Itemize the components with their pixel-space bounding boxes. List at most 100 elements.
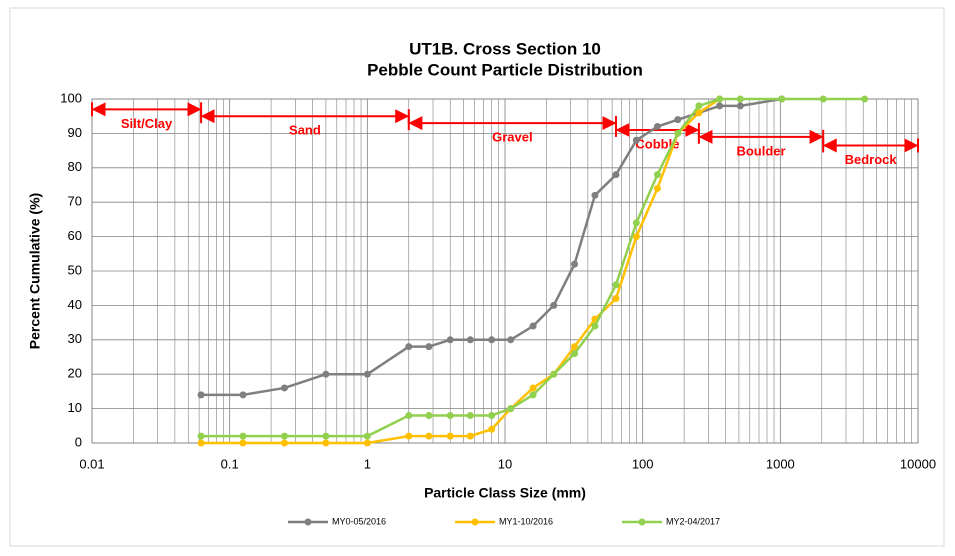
data-point: [488, 336, 496, 344]
data-point: [280, 432, 288, 440]
y-tick-label: 70: [68, 194, 82, 209]
data-point: [571, 350, 579, 358]
data-point: [736, 102, 744, 110]
data-point: [632, 233, 640, 241]
data-point: [322, 432, 330, 440]
data-point: [529, 391, 537, 399]
range-label: Gravel: [492, 130, 532, 145]
range-label: Bedrock: [845, 152, 898, 167]
range-label: Boulder: [736, 143, 785, 158]
data-point: [571, 260, 579, 268]
data-point: [507, 336, 515, 344]
legend-label: MY0-05/2016: [332, 516, 386, 526]
y-tick-label: 30: [68, 331, 82, 346]
data-point: [653, 184, 661, 192]
data-point: [466, 336, 474, 344]
chart-title: UT1B. Cross Section 10: [409, 39, 601, 58]
range-label: Silt/Clay: [121, 116, 173, 131]
data-point: [591, 322, 599, 330]
data-point: [861, 95, 869, 103]
data-point: [280, 384, 288, 392]
data-point: [425, 411, 433, 419]
data-point: [632, 136, 640, 144]
legend-marker: [471, 518, 479, 526]
data-point: [466, 411, 474, 419]
data-point: [716, 95, 724, 103]
data-point: [322, 370, 330, 378]
data-point: [425, 432, 433, 440]
x-tick-label: 0.01: [79, 456, 104, 471]
data-point: [425, 343, 433, 351]
chart-subtitle: Pebble Count Particle Distribution: [367, 60, 643, 79]
legend-marker: [638, 518, 646, 526]
data-point: [736, 95, 744, 103]
x-tick-label: 100: [632, 456, 654, 471]
data-point: [466, 432, 474, 440]
data-point: [612, 295, 620, 303]
x-tick-label: 10000: [900, 456, 936, 471]
data-point: [363, 370, 371, 378]
data-point: [529, 322, 537, 330]
data-point: [322, 439, 330, 447]
data-point: [280, 439, 288, 447]
data-point: [674, 116, 682, 124]
y-axis-label: Percent Cumulative (%): [27, 193, 43, 349]
data-point: [695, 109, 703, 117]
data-point: [488, 411, 496, 419]
data-point: [716, 102, 724, 110]
data-point: [239, 432, 247, 440]
y-tick-label: 10: [68, 400, 82, 415]
data-point: [405, 432, 413, 440]
data-point: [239, 439, 247, 447]
data-point: [405, 411, 413, 419]
data-point: [550, 370, 558, 378]
data-point: [197, 391, 205, 399]
data-point: [591, 191, 599, 199]
data-point: [612, 171, 620, 179]
data-point: [632, 219, 640, 227]
legend-marker: [304, 518, 312, 526]
y-tick-label: 20: [68, 366, 82, 381]
x-axis-label: Particle Class Size (mm): [424, 485, 586, 501]
data-point: [446, 432, 454, 440]
data-point: [197, 432, 205, 440]
x-tick-label: 1000: [766, 456, 795, 471]
y-tick-label: 100: [60, 90, 82, 105]
x-tick-label: 1: [364, 456, 371, 471]
data-point: [529, 384, 537, 392]
range-label: Cobble: [635, 136, 679, 151]
data-point: [653, 123, 661, 131]
y-tick-label: 90: [68, 125, 82, 140]
y-tick-label: 0: [75, 434, 82, 449]
data-point: [778, 95, 786, 103]
data-point: [197, 439, 205, 447]
data-point: [612, 281, 620, 289]
data-point: [653, 171, 661, 179]
data-point: [446, 411, 454, 419]
y-tick-label: 80: [68, 159, 82, 174]
plot-frame: [91, 98, 919, 444]
data-point: [507, 405, 515, 413]
y-tick-label: 50: [68, 262, 82, 277]
data-point: [446, 336, 454, 344]
data-point: [239, 391, 247, 399]
legend-label: MY2-04/2017: [666, 516, 720, 526]
data-point: [405, 343, 413, 351]
y-tick-label: 60: [68, 228, 82, 243]
y-tick-label: 40: [68, 297, 82, 312]
data-point: [363, 439, 371, 447]
range-label: Sand: [289, 123, 321, 138]
data-point: [571, 343, 579, 351]
x-tick-label: 10: [498, 456, 512, 471]
data-point: [550, 301, 558, 309]
x-tick-label: 0.1: [221, 456, 239, 471]
data-point: [488, 425, 496, 433]
data-point: [695, 102, 703, 110]
legend-label: MY1-10/2016: [499, 516, 553, 526]
data-point: [363, 432, 371, 440]
chart-border: [9, 7, 945, 547]
data-point: [674, 129, 682, 137]
data-point: [819, 95, 827, 103]
